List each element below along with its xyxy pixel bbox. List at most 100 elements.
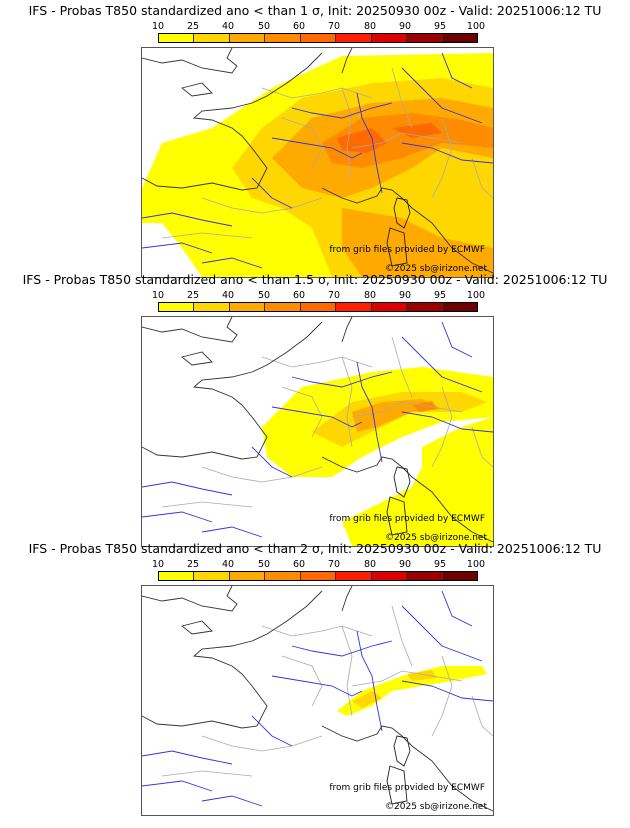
river xyxy=(142,511,213,523)
probability-map xyxy=(142,586,493,812)
probability-map xyxy=(142,48,493,277)
colorbar-tick: 95 xyxy=(433,559,447,570)
colorbar xyxy=(158,571,478,581)
map-frame: from grib files provided by ECMWF ©2025 … xyxy=(141,47,494,278)
colorbar-segment xyxy=(442,34,477,42)
colorbar-segment xyxy=(336,303,372,311)
river xyxy=(291,371,393,388)
coastline-uk xyxy=(142,48,238,97)
colorbar-segment xyxy=(265,34,301,42)
river xyxy=(356,361,383,463)
colorbar-tick: 10 xyxy=(151,21,165,32)
colorbar-tick: 10 xyxy=(151,559,165,570)
colorbar-segment xyxy=(194,34,230,42)
colorbar-segment xyxy=(407,572,443,580)
probability-area xyxy=(392,123,442,138)
river xyxy=(201,795,263,807)
river xyxy=(271,137,363,159)
colorbar-segment xyxy=(407,34,443,42)
river xyxy=(401,680,493,702)
admin-border xyxy=(431,655,453,737)
map-frame: from grib files provided by ECMWF ©2025 … xyxy=(141,585,494,816)
river xyxy=(142,750,233,765)
admin-border xyxy=(161,232,253,239)
admin-border xyxy=(201,197,323,214)
colorbar-tick: 70 xyxy=(327,21,341,32)
river xyxy=(401,336,483,393)
coastline xyxy=(142,48,493,274)
colorbar-segment xyxy=(194,572,230,580)
admin-border xyxy=(281,386,323,438)
colorbar-segment xyxy=(229,303,266,311)
river xyxy=(271,406,363,428)
copyright-credit: ©2025 sb@irizone.net xyxy=(385,264,487,274)
river xyxy=(401,142,493,164)
admin-border xyxy=(341,625,353,717)
colorbar-tick: 40 xyxy=(221,559,235,570)
colorbar-tick: 80 xyxy=(363,559,377,570)
colorbar xyxy=(158,302,478,312)
colorbar-tick: 90 xyxy=(398,290,412,301)
colorbar-tick: 10 xyxy=(151,290,165,301)
probability-area xyxy=(307,457,342,477)
colorbar-segment xyxy=(265,572,301,580)
colorbar-tick: 50 xyxy=(257,290,271,301)
admin-border xyxy=(281,117,323,169)
river xyxy=(441,52,473,89)
probability-area xyxy=(162,158,192,173)
river xyxy=(251,715,293,747)
admin-border xyxy=(391,67,413,129)
river xyxy=(142,481,233,496)
copyright-credit: ©2025 sb@irizone.net xyxy=(385,802,487,812)
river xyxy=(291,640,393,657)
colorbar-segment xyxy=(265,303,301,311)
colorbar-tick: 100 xyxy=(466,21,486,32)
colorbar-tick: 50 xyxy=(257,21,271,32)
admin-border xyxy=(261,87,373,99)
colorbar xyxy=(158,33,478,43)
colorbar-segment xyxy=(159,34,195,42)
colorbar-tick: 70 xyxy=(327,559,341,570)
admin-border xyxy=(261,356,373,368)
river xyxy=(201,257,263,269)
source-credit: from grib files provided by ECMWF xyxy=(329,245,485,255)
colorbar-tick: 50 xyxy=(257,559,271,570)
river xyxy=(401,605,483,662)
river xyxy=(441,321,473,358)
river xyxy=(201,526,263,538)
coastline-uk xyxy=(142,586,238,635)
admin-border xyxy=(341,87,353,179)
colorbar-segment xyxy=(371,34,408,42)
colorbar-tick: 80 xyxy=(363,290,377,301)
probability-area xyxy=(337,128,387,153)
colorbar-segment xyxy=(336,34,372,42)
colorbar-ticks: 10 25 40 50 60 70 80 90 95 100 xyxy=(152,290,485,301)
colorbar-tick: 60 xyxy=(292,290,306,301)
river xyxy=(441,590,473,627)
admin-border xyxy=(351,670,463,687)
probability-area xyxy=(407,670,437,681)
river xyxy=(401,411,493,433)
river xyxy=(401,67,483,124)
colorbar-segment xyxy=(442,572,477,580)
probability-area xyxy=(322,113,493,168)
colorbar-segment xyxy=(336,572,372,580)
panel-1-5sigma: IFS - Probas T850 standardized ano < tha… xyxy=(0,269,630,547)
panel-title: IFS - Probas T850 standardized ano < tha… xyxy=(28,3,602,18)
river xyxy=(291,102,393,119)
panel-1sigma: IFS - Probas T850 standardized ano < tha… xyxy=(0,0,630,278)
river xyxy=(142,780,213,792)
admin-border xyxy=(351,132,463,149)
colorbar-segment xyxy=(159,572,195,580)
admin-border xyxy=(471,426,493,468)
source-credit: from grib files provided by ECMWF xyxy=(329,783,485,793)
panel-title: IFS - Probas T850 standardized ano < tha… xyxy=(22,272,608,287)
colorbar-ticks: 10 25 40 50 60 70 80 90 95 100 xyxy=(152,21,485,32)
probability-area xyxy=(342,208,493,277)
copyright-credit: ©2025 sb@irizone.net xyxy=(385,533,487,543)
colorbar-segment xyxy=(229,572,266,580)
colorbar-segment xyxy=(159,303,195,311)
colorbar-segment xyxy=(371,572,408,580)
colorbar-segment xyxy=(229,34,266,42)
colorbar-segment xyxy=(442,303,477,311)
